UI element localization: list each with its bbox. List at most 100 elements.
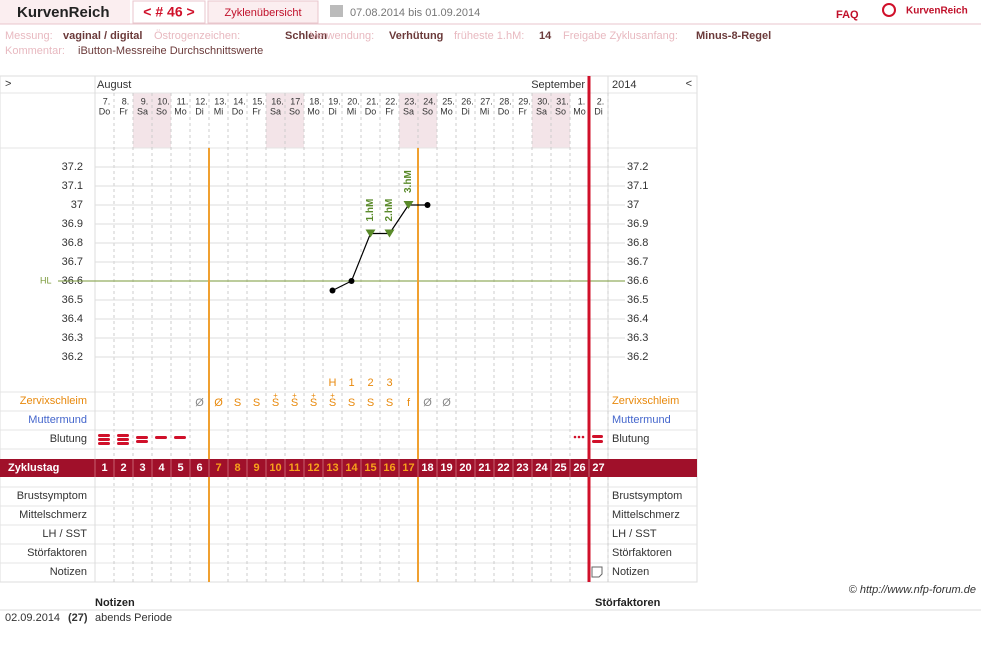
- cervix-symbol: S: [348, 397, 355, 409]
- y-tick-label: 36.8: [62, 237, 83, 249]
- weekday-label: Do: [498, 106, 510, 116]
- row-label: Notizen: [50, 566, 87, 578]
- y-tick-label: 37: [71, 199, 83, 211]
- chart-frame: [0, 75, 698, 583]
- cover-line-label: HL: [40, 275, 52, 285]
- date-label: 12.: [195, 96, 208, 106]
- y-tick-label: 36.4: [62, 313, 83, 325]
- row-label: Zervixschleim: [20, 395, 87, 407]
- row-label: Blutung: [50, 433, 87, 445]
- date-label: 14.: [233, 96, 246, 106]
- weekday-label: Mi: [214, 106, 224, 116]
- cycle-day: 17: [402, 462, 414, 474]
- info-value: vaginal / digital: [63, 30, 142, 42]
- cycle-day: 8: [234, 462, 240, 474]
- cycle-day: 23: [516, 462, 528, 474]
- nav-next[interactable]: <: [686, 78, 692, 90]
- y-tick-label-right: 37.1: [627, 180, 648, 192]
- date-label: 20.: [347, 96, 360, 106]
- cervix-symbol: S: [272, 397, 279, 409]
- row-label: Störfaktoren: [27, 547, 87, 559]
- faq[interactable]: FAQ: [836, 9, 859, 21]
- y-tick-label-right: 37.2: [627, 161, 648, 173]
- y-tick-label-right: 36.6: [627, 275, 648, 287]
- row-label: Muttermund: [28, 414, 87, 426]
- info-value: Schleim: [285, 30, 327, 42]
- cervix-symbol: Ø: [442, 397, 451, 409]
- peak-marker: 3: [386, 377, 392, 389]
- cycle-nav[interactable]: < # 46 >: [143, 4, 194, 20]
- row-label-right: Zervixschleim: [612, 395, 679, 407]
- cycle-day: 18: [421, 462, 433, 474]
- logo[interactable]: KurvenReich: [906, 6, 968, 17]
- cycle-day: 27: [592, 462, 604, 474]
- date-label: 25.: [442, 96, 455, 106]
- overview-tab[interactable]: Zyklenübersicht: [224, 7, 301, 19]
- cycle-day: 10: [269, 462, 281, 474]
- peak-marker: 2: [367, 377, 373, 389]
- cycle-day: 21: [478, 462, 490, 474]
- brand: KurvenReich: [17, 4, 110, 21]
- logo-icon: [882, 3, 896, 17]
- cycle-day: 19: [440, 462, 452, 474]
- note-text: abends Periode: [95, 612, 172, 624]
- cycle-day: 6: [196, 462, 202, 474]
- weekend-shade: [399, 93, 418, 148]
- temperature-marker: [403, 201, 414, 209]
- cycle-day: 1: [101, 462, 107, 474]
- info-label: Messung:: [5, 30, 53, 42]
- info-label: Östrogenzeichen:: [154, 30, 240, 42]
- cervix-symbol: S: [291, 397, 298, 409]
- date-label: 17.: [290, 96, 303, 106]
- y-tick-label: 36.5: [62, 294, 83, 306]
- y-tick-label: 36.9: [62, 218, 83, 230]
- weekday-label: Fr: [252, 106, 261, 116]
- tab-box[interactable]: [207, 0, 319, 24]
- temperature-marker: [365, 229, 376, 238]
- date-label: 27.: [480, 96, 493, 106]
- info-label: Verwendung:: [310, 30, 374, 42]
- date-label: 8.: [122, 96, 130, 106]
- weekday-label: Mo: [307, 106, 320, 116]
- date-label: 2.: [597, 96, 605, 106]
- cycle-day: 9: [253, 462, 259, 474]
- note-day: (27): [68, 612, 88, 624]
- row-label-right: Blutung: [612, 433, 649, 445]
- temperature-point: [424, 202, 431, 208]
- notes-header: Notizen: [95, 597, 135, 609]
- weekday-label: So: [289, 106, 300, 116]
- cycle-day: 7: [215, 462, 221, 474]
- disturbances-header: Störfaktoren: [595, 597, 661, 609]
- date-label: 28.: [499, 96, 512, 106]
- weekend-shade: [133, 93, 152, 148]
- hm-label: 2.hM: [384, 199, 395, 222]
- date-label: 31.: [556, 96, 569, 106]
- cycle-day: 16: [383, 462, 395, 474]
- cervix-symbol: S: [329, 397, 336, 409]
- month: September: [531, 79, 585, 91]
- info-value: 14: [539, 30, 552, 42]
- date-range: 07.08.2014 bis 01.09.2014: [350, 7, 480, 19]
- month: August: [97, 79, 131, 91]
- print-icon[interactable]: [330, 5, 343, 17]
- info-value: Verhütung: [389, 30, 443, 42]
- weekday-label: Di: [461, 106, 470, 116]
- nav-box[interactable]: [132, 0, 206, 24]
- info-label: Freigabe Zyklusanfang:: [563, 30, 678, 42]
- date-label: 19.: [328, 96, 341, 106]
- weekend-shade: [551, 93, 570, 148]
- cycle-day: 20: [459, 462, 471, 474]
- cervix-symbol: S: [234, 397, 241, 409]
- row-label: Mittelschmerz: [19, 509, 87, 521]
- date-label: 7.: [103, 96, 111, 106]
- weekday-label: Mo: [573, 106, 586, 116]
- temperature-point: [348, 278, 355, 284]
- peak-marker: H: [329, 377, 337, 389]
- weekday-label: Fr: [119, 106, 128, 116]
- nav-prev[interactable]: >: [5, 78, 11, 90]
- cervix-symbol: S: [367, 397, 374, 409]
- y-tick-label-right: 36.2: [627, 351, 648, 363]
- date-label: 26.: [461, 96, 474, 106]
